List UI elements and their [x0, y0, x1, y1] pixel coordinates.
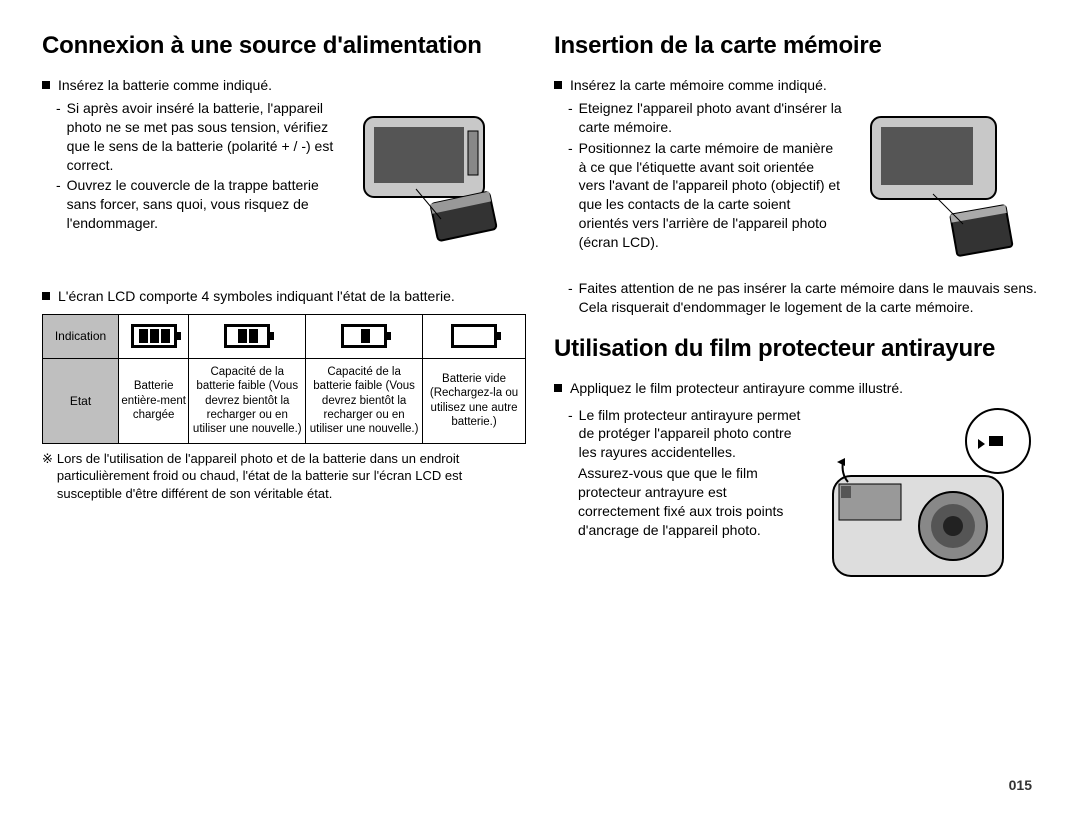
battery-icon-3 [119, 314, 189, 358]
right-column: Insertion de la carte mémoire Insérez la… [554, 32, 1038, 606]
square-bullet-icon [554, 384, 562, 392]
illustration-camera-film [813, 406, 1038, 606]
table-header-etat: Etat [43, 358, 119, 443]
table-cell-state: Capacité de la batterie faible (Vous dev… [306, 358, 423, 443]
sub-film-anchors: Assurez-vous que que le film protecteur … [578, 464, 803, 540]
square-bullet-icon [42, 292, 50, 300]
camera-film-icon [813, 406, 1038, 606]
heading-power: Connexion à une source d'alimentation [42, 32, 526, 60]
battery-icon-1 [306, 314, 423, 358]
dash-icon: - [568, 139, 573, 252]
sub-memcard-warning: - Faites attention de ne pas insérer la … [568, 279, 1038, 317]
sub-memcard-orientation: - Positionnez la carte mémoire de manièr… [568, 139, 843, 252]
sub-film-protect: - Le film protecteur antirayure permet d… [568, 406, 803, 463]
sub-battery-polarity: - Si après avoir inséré la batterie, l'a… [56, 99, 336, 175]
footnote-temperature: ※ Lors de l'utilisation de l'appareil ph… [42, 450, 526, 503]
page-number: 015 [1009, 777, 1032, 793]
left-column: Connexion à une source d'alimentation In… [42, 32, 526, 606]
bullet-lcd-symbols: L'écran LCD comporte 4 symboles indiquan… [42, 287, 526, 306]
note-symbol-icon: ※ [42, 450, 53, 503]
sub-memcard-off: - Eteignez l'appareil photo avant d'insé… [568, 99, 843, 137]
table-cell-state: Batterie vide (Rechargez-la ou utilisez … [423, 358, 526, 443]
heading-film-protector: Utilisation du film protecteur antirayur… [554, 335, 1038, 363]
bullet-battery-insert: Insérez la batterie comme indiqué. [42, 76, 526, 95]
dash-icon: - [56, 99, 61, 175]
camera-memcard-icon [853, 99, 1038, 279]
square-bullet-icon [554, 81, 562, 89]
table-header-indication: Indication [43, 314, 119, 358]
table-cell-state: Batterie entière-ment chargée [119, 358, 189, 443]
sub-battery-cover: - Ouvrez le couvercle de la trappe batte… [56, 176, 336, 233]
illustration-camera-memcard [853, 99, 1038, 279]
dash-icon: - [568, 279, 573, 317]
dash-icon: - [568, 406, 573, 463]
table-cell-state: Capacité de la batterie faible (Vous dev… [189, 358, 306, 443]
battery-status-table: Indication Etat Batterie entière-ment ch… [42, 314, 526, 444]
bullet-film-apply: Appliquez le film protecteur antirayure … [554, 379, 1038, 398]
heading-memory-card: Insertion de la carte mémoire [554, 32, 1038, 60]
illustration-camera-battery [346, 99, 526, 269]
camera-battery-icon [346, 99, 526, 269]
dash-icon: - [568, 99, 573, 137]
square-bullet-icon [42, 81, 50, 89]
bullet-memcard-insert: Insérez la carte mémoire comme indiqué. [554, 76, 1038, 95]
battery-icon-0 [423, 314, 526, 358]
battery-icon-2 [189, 314, 306, 358]
dash-icon: - [56, 176, 61, 233]
